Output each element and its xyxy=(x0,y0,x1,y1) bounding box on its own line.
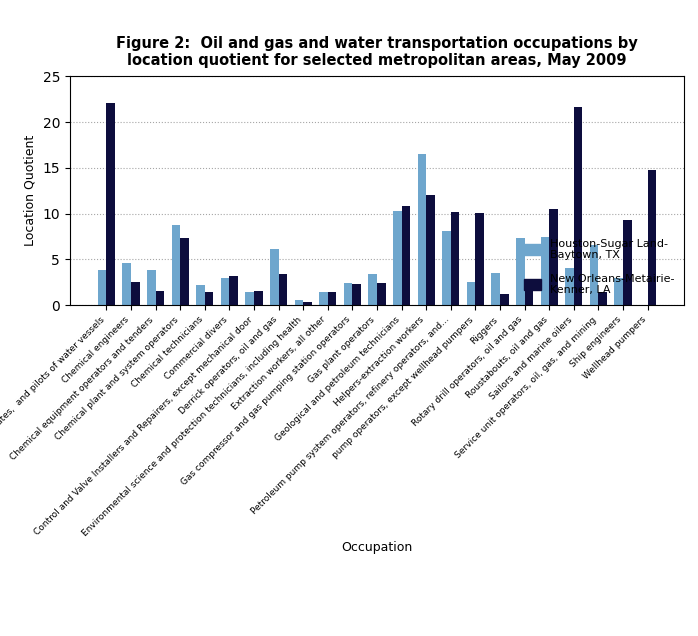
Bar xyxy=(475,213,484,305)
Bar xyxy=(147,270,156,305)
Bar xyxy=(196,285,205,305)
Bar xyxy=(516,238,524,305)
Bar xyxy=(500,294,509,305)
Bar xyxy=(172,225,180,305)
Bar xyxy=(270,249,279,305)
Bar xyxy=(131,282,140,305)
Bar xyxy=(623,220,632,305)
Bar xyxy=(254,291,262,305)
Bar xyxy=(328,291,336,305)
Bar xyxy=(451,212,459,305)
Bar xyxy=(540,237,549,305)
Bar xyxy=(491,273,500,305)
Bar xyxy=(205,293,214,305)
Legend: Houston-Sugar Land-
Baytown, TX, New Orleans-Metairie-
Kenner, LA: Houston-Sugar Land- Baytown, TX, New Orl… xyxy=(519,234,678,300)
Bar xyxy=(221,278,230,305)
Bar xyxy=(343,283,352,305)
Bar xyxy=(648,170,656,305)
Bar xyxy=(369,274,377,305)
Y-axis label: Location Quotient: Location Quotient xyxy=(24,135,37,246)
Bar xyxy=(442,231,451,305)
Bar xyxy=(401,206,410,305)
Bar xyxy=(467,282,475,305)
Bar xyxy=(598,293,607,305)
Bar xyxy=(614,278,623,305)
Bar xyxy=(295,300,303,305)
Bar xyxy=(319,291,328,305)
Bar xyxy=(230,276,238,305)
Bar xyxy=(549,209,558,305)
Bar xyxy=(574,107,582,305)
Bar xyxy=(393,211,401,305)
Bar xyxy=(106,103,115,305)
Bar xyxy=(122,263,131,305)
Bar xyxy=(590,245,598,305)
Bar xyxy=(352,284,361,305)
Bar xyxy=(565,268,574,305)
Bar xyxy=(245,291,254,305)
Bar xyxy=(303,301,312,305)
Bar xyxy=(279,274,287,305)
X-axis label: Occupation: Occupation xyxy=(341,541,413,553)
Bar xyxy=(180,237,188,305)
Bar xyxy=(156,291,164,305)
Bar xyxy=(417,154,426,305)
Title: Figure 2:  Oil and gas and water transportation occupations by
location quotient: Figure 2: Oil and gas and water transpor… xyxy=(116,36,638,68)
Bar xyxy=(377,283,385,305)
Bar xyxy=(98,270,106,305)
Bar xyxy=(524,287,533,305)
Bar xyxy=(426,195,435,305)
